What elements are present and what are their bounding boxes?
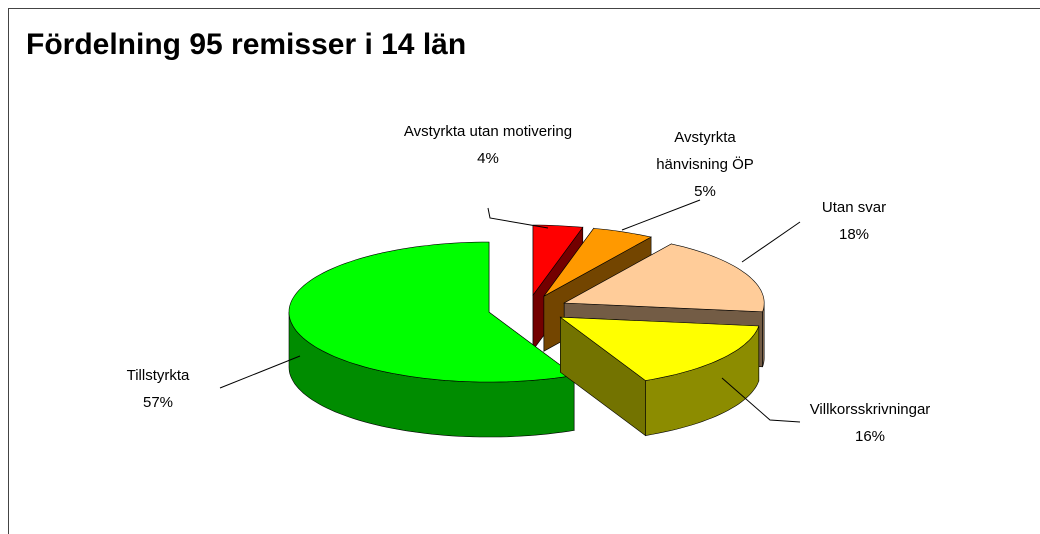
leader-line — [741, 221, 801, 263]
slice — [288, 241, 575, 383]
slice-side — [762, 302, 765, 367]
leader-line — [621, 199, 701, 231]
category-label: Avstyrkta hänvisning ÖP — [656, 129, 754, 173]
leader-line — [219, 355, 301, 389]
chart-title: Fördelning 95 remisser i 14 län — [26, 28, 467, 61]
category-label: Avstyrkta utan motivering — [403, 123, 573, 140]
slice — [559, 316, 760, 381]
category-label: Tillstyrkta — [126, 367, 190, 384]
data-label: Avstyrkta hänvisning ÖP 5% — [640, 124, 770, 205]
slice — [532, 224, 584, 297]
data-label: Villkorsskrivningar 16% — [780, 396, 960, 450]
category-label: Utan svar — [821, 199, 887, 216]
value-label: 5% — [694, 183, 716, 200]
value-label: 16% — [854, 428, 886, 445]
data-label: Avstyrkta utan motivering 4% — [403, 118, 573, 172]
data-label: Tillstyrkta 57% — [98, 362, 218, 416]
value-label: 18% — [838, 226, 870, 243]
slice — [563, 243, 765, 313]
data-label: Utan svar 18% — [789, 194, 919, 248]
category-label: Villkorsskrivningar — [809, 401, 931, 418]
chart-frame — [8, 8, 1040, 534]
value-label: 57% — [142, 394, 174, 411]
value-label: 4% — [477, 150, 499, 167]
leader-line — [487, 207, 549, 229]
leader-line — [721, 377, 801, 423]
slice — [543, 228, 652, 297]
